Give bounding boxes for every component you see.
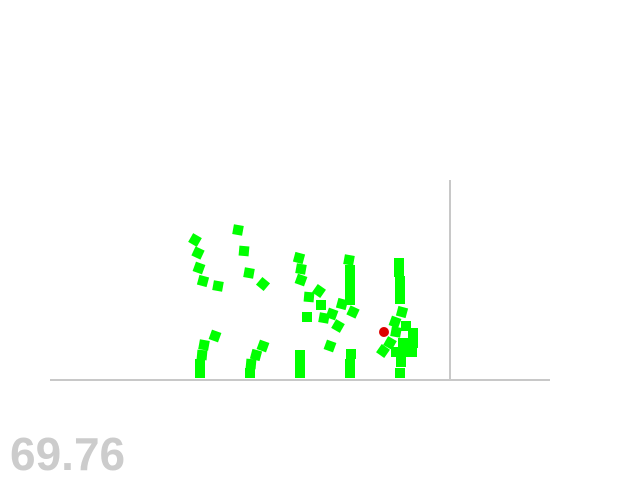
green-block bbox=[195, 368, 205, 378]
green-block bbox=[396, 357, 406, 367]
score-display: 69.76 bbox=[10, 428, 126, 480]
green-block bbox=[395, 276, 405, 286]
green-block bbox=[395, 285, 405, 295]
green-block bbox=[394, 258, 404, 268]
green-block bbox=[331, 319, 345, 333]
green-block bbox=[212, 280, 224, 292]
green-block bbox=[303, 291, 315, 303]
green-block bbox=[391, 347, 401, 357]
green-block bbox=[255, 276, 271, 292]
green-block bbox=[398, 338, 408, 348]
green-block bbox=[395, 368, 405, 378]
green-block bbox=[346, 305, 360, 319]
green-block bbox=[295, 263, 307, 275]
green-block bbox=[390, 326, 402, 338]
green-block bbox=[345, 275, 355, 285]
green-block bbox=[192, 261, 206, 275]
green-block bbox=[345, 359, 355, 369]
green-block bbox=[188, 233, 202, 247]
green-block bbox=[408, 328, 418, 338]
green-block bbox=[295, 359, 305, 369]
green-block bbox=[195, 359, 205, 369]
green-block bbox=[345, 295, 355, 305]
green-block bbox=[388, 315, 402, 329]
green-block bbox=[400, 347, 410, 357]
green-block bbox=[196, 274, 210, 288]
green-block bbox=[292, 251, 306, 265]
green-block bbox=[312, 284, 326, 298]
green-block bbox=[345, 368, 355, 378]
green-block bbox=[395, 294, 405, 304]
red-ball bbox=[379, 327, 389, 337]
green-block bbox=[256, 339, 270, 353]
green-block bbox=[249, 348, 263, 362]
green-block bbox=[407, 347, 417, 357]
green-block bbox=[323, 339, 337, 353]
green-block bbox=[345, 285, 355, 295]
green-block bbox=[316, 300, 326, 310]
green-block bbox=[376, 344, 390, 358]
green-block bbox=[346, 349, 356, 359]
green-block bbox=[401, 321, 411, 331]
green-block bbox=[294, 273, 308, 287]
green-block bbox=[198, 339, 210, 351]
green-block bbox=[232, 224, 244, 236]
green-block bbox=[208, 329, 222, 343]
green-block bbox=[295, 368, 305, 378]
green-block bbox=[238, 245, 250, 257]
green-block bbox=[395, 305, 409, 319]
green-block bbox=[191, 246, 205, 260]
green-block bbox=[325, 307, 339, 321]
green-block bbox=[245, 358, 257, 370]
green-block bbox=[394, 267, 404, 277]
green-block bbox=[345, 265, 355, 275]
green-block bbox=[383, 336, 397, 350]
green-block bbox=[302, 312, 312, 322]
green-block bbox=[343, 254, 355, 266]
green-block bbox=[408, 338, 418, 348]
green-block bbox=[196, 349, 208, 361]
green-block bbox=[243, 267, 255, 279]
green-block bbox=[245, 368, 255, 378]
green-blocks bbox=[188, 224, 418, 378]
green-block bbox=[295, 350, 305, 360]
